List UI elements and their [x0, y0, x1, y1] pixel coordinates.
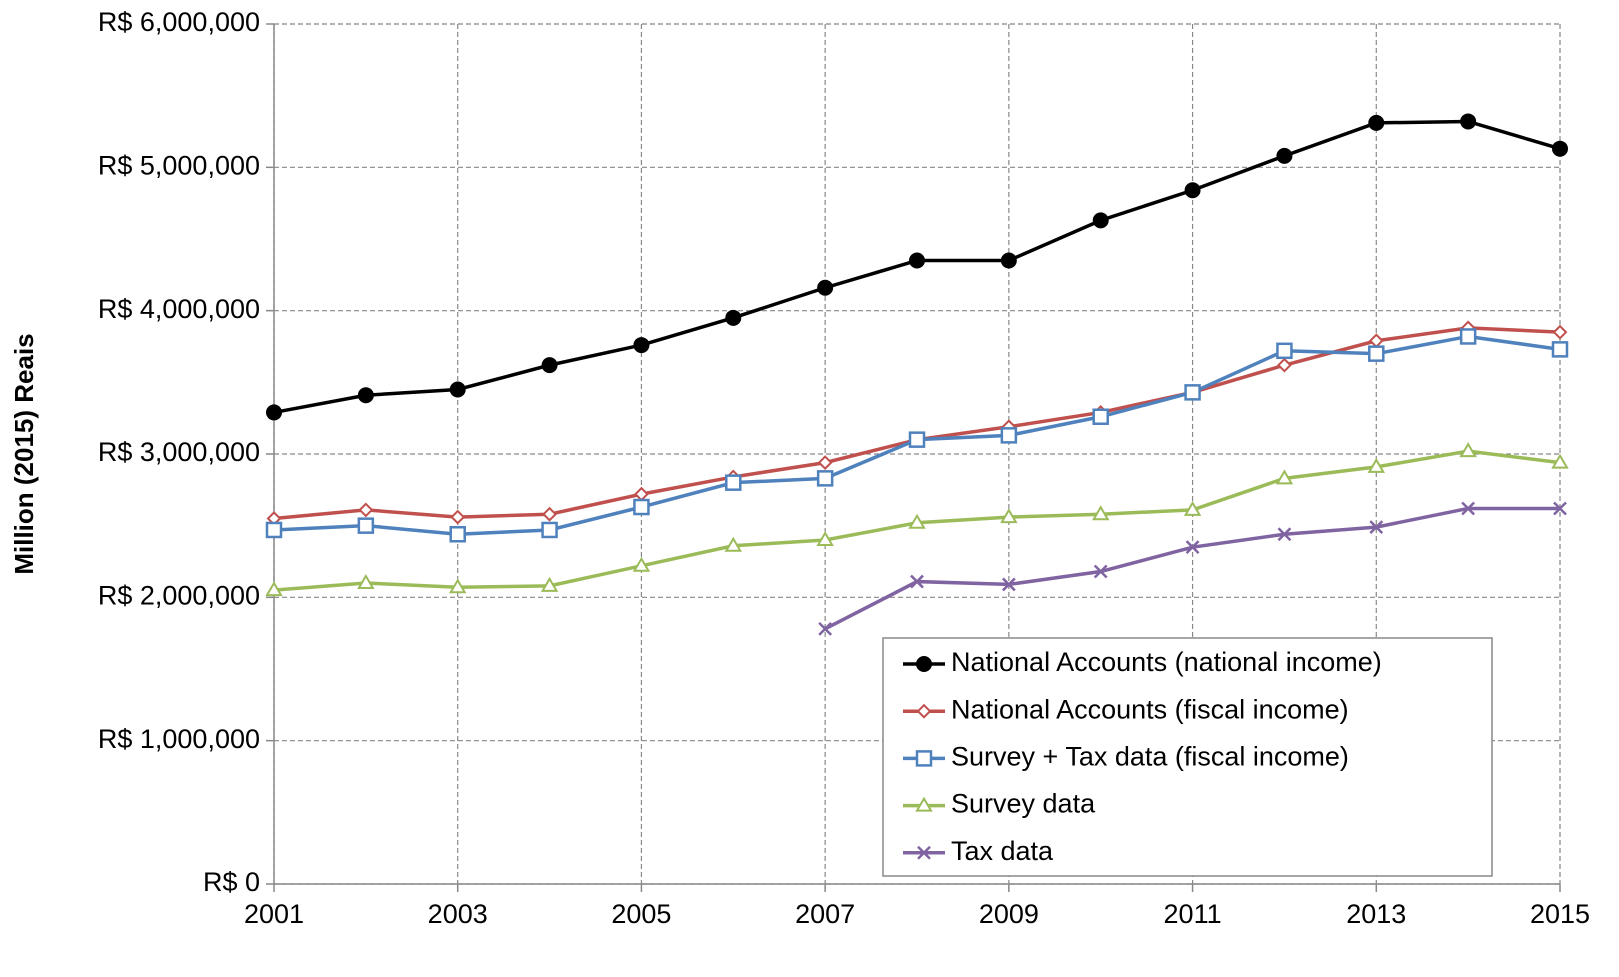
y-tick-label: R$ 5,000,000: [98, 150, 260, 180]
marker: [1276, 147, 1293, 164]
marker: [1552, 140, 1568, 157]
marker: [542, 506, 557, 522]
marker: [633, 337, 650, 354]
marker: [1185, 540, 1200, 555]
x-tick-label: 2009: [979, 899, 1039, 929]
marker: [265, 521, 283, 539]
legend-label: Survey data: [951, 789, 1096, 819]
marker: [1276, 342, 1293, 360]
y-tick-label: R$ 3,000,000: [98, 437, 260, 467]
marker: [1369, 520, 1384, 534]
marker: [908, 431, 926, 448]
marker: [1275, 469, 1294, 485]
marker: [1367, 457, 1386, 473]
marker: [634, 486, 649, 502]
x-tick-label: 2015: [1530, 899, 1590, 929]
legend-marker: [917, 845, 931, 860]
marker: [1551, 453, 1569, 469]
marker: [357, 517, 375, 534]
marker: [1461, 501, 1476, 516]
marker: [1092, 212, 1109, 229]
legend-label: National Accounts (national income): [951, 647, 1382, 677]
x-tick-label: 2013: [1346, 899, 1406, 929]
marker: [817, 279, 834, 296]
y-tick-label: R$ 1,000,000: [98, 724, 260, 754]
marker: [818, 621, 833, 636]
marker: [1553, 501, 1567, 516]
marker: [1092, 408, 1109, 425]
marker: [1459, 328, 1477, 345]
legend-label: Survey + Tax data (fiscal income): [951, 742, 1349, 772]
marker: [1184, 182, 1201, 199]
y-axis-label: Million (2015) Reais: [9, 333, 39, 574]
marker: [1091, 505, 1110, 521]
y-tick-label: R$ 6,000,000: [98, 7, 260, 37]
marker: [1001, 577, 1016, 592]
marker: [725, 309, 742, 326]
marker: [1551, 341, 1569, 358]
marker: [358, 502, 374, 518]
marker: [1277, 527, 1292, 542]
marker: [1277, 357, 1292, 373]
marker: [1552, 324, 1568, 340]
marker: [266, 404, 282, 421]
marker: [448, 578, 467, 594]
x-tick-label: 2003: [428, 899, 488, 929]
marker: [357, 387, 374, 404]
marker: [1093, 564, 1108, 579]
x-tick-label: 2007: [795, 899, 855, 929]
marker: [817, 455, 833, 471]
legend-label: National Accounts (fiscal income): [951, 694, 1349, 724]
marker: [633, 498, 650, 516]
x-tick-label: 2005: [611, 899, 671, 929]
legend-marker: [915, 750, 933, 767]
marker: [1000, 252, 1017, 269]
legend-label: Tax data: [951, 836, 1054, 866]
legend-marker: [915, 796, 933, 812]
marker: [909, 252, 925, 269]
marker: [357, 574, 375, 589]
y-tick-label: R$ 0: [203, 867, 260, 897]
marker: [541, 521, 558, 539]
marker: [265, 581, 283, 597]
y-tick-label: R$ 4,000,000: [98, 294, 260, 324]
marker: [1000, 427, 1018, 444]
marker: [1368, 333, 1384, 349]
marker: [449, 381, 466, 398]
marker: [910, 574, 924, 589]
marker: [816, 470, 834, 487]
series-line: [273, 326, 1561, 521]
marker: [632, 556, 651, 572]
marker: [725, 474, 742, 491]
marker: [450, 509, 466, 525]
marker: [1368, 345, 1385, 362]
marker: [1184, 384, 1201, 401]
marker: [908, 513, 926, 529]
marker: [541, 357, 558, 374]
marker: [1000, 508, 1018, 524]
y-tick-label: R$ 2,000,000: [98, 580, 260, 610]
marker: [540, 576, 559, 592]
marker: [1460, 113, 1477, 130]
legend-marker: [916, 703, 932, 719]
x-tick-label: 2011: [1164, 899, 1222, 929]
marker: [449, 526, 466, 543]
marker: [1183, 500, 1202, 516]
marker: [1368, 114, 1385, 131]
x-tick-label: 2001: [244, 899, 304, 929]
marker: [816, 531, 834, 546]
legend-box: [882, 637, 1493, 877]
legend-marker: [916, 656, 932, 672]
marker: [1459, 442, 1477, 458]
marker: [724, 536, 743, 552]
